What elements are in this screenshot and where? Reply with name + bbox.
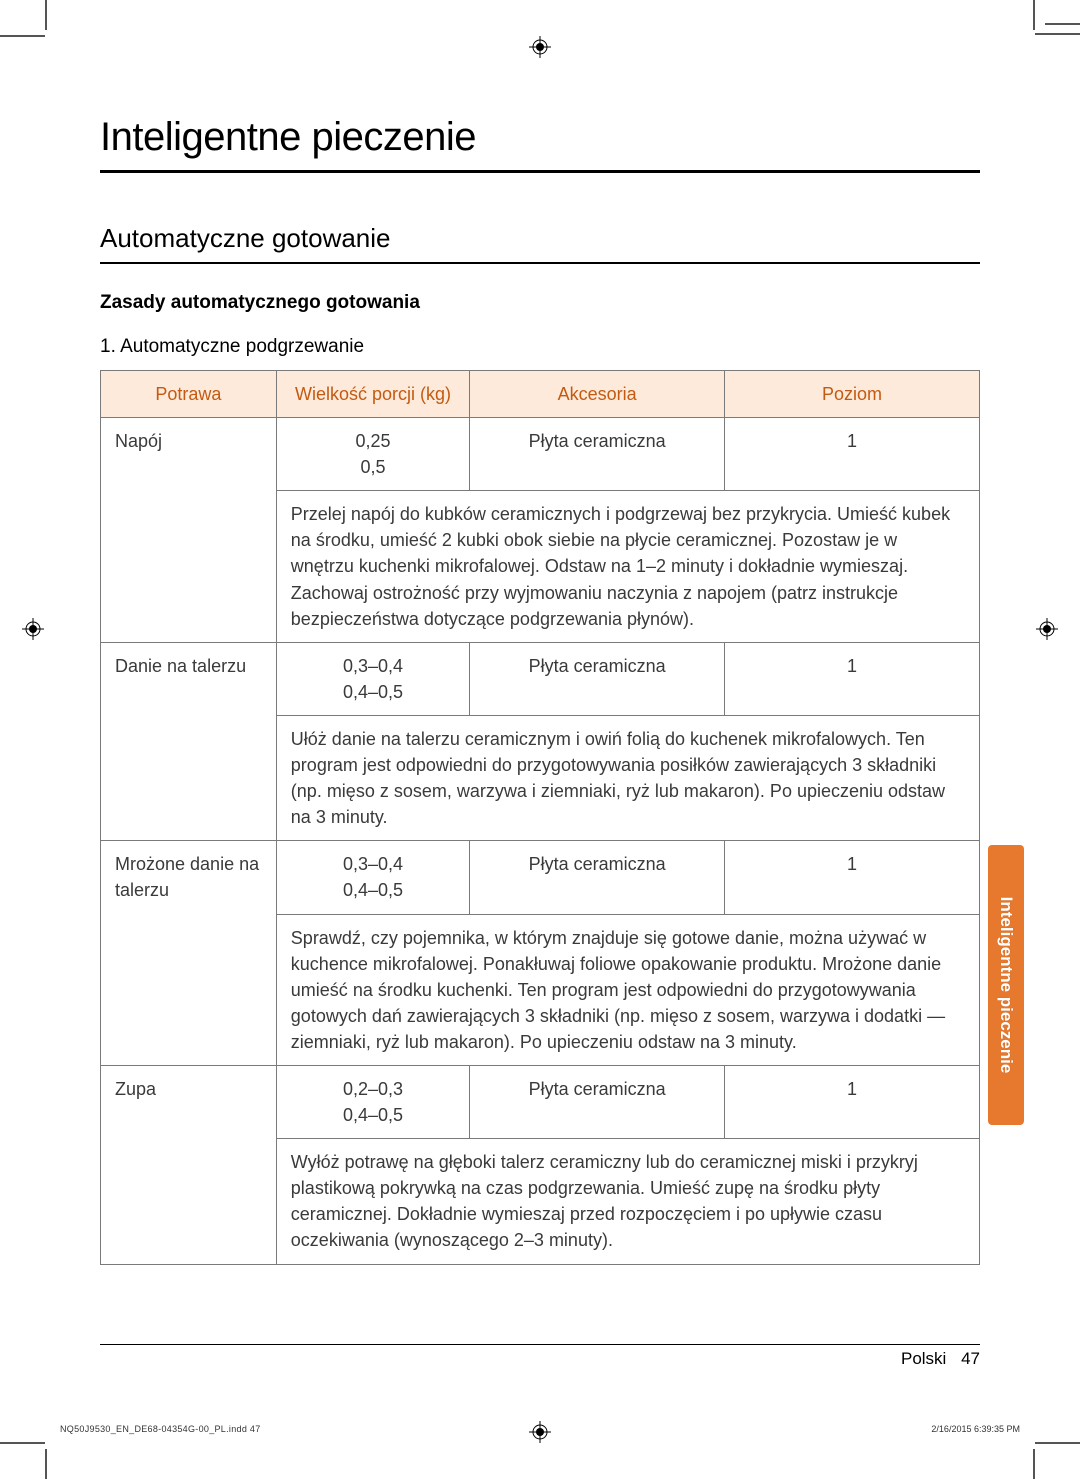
table-row: Zupa0,2–0,3 0,4–0,5Płyta ceramiczna1: [101, 1065, 980, 1138]
register-mark-icon: [529, 36, 551, 58]
crop-mark: [0, 35, 45, 37]
section-heading: Automatyczne gotowanie: [100, 223, 980, 264]
cell-portion: 0,3–0,4 0,4–0,5: [276, 841, 469, 914]
table-row: Mrożone danie na talerzu0,3–0,4 0,4–0,5P…: [101, 841, 980, 914]
table-header-row: Potrawa Wielkość porcji (kg) Akcesoria P…: [101, 371, 980, 418]
side-tab: Inteligentne pieczenie: [988, 845, 1024, 1125]
crop-mark: [1033, 0, 1035, 30]
cell-food: Zupa: [101, 1065, 277, 1264]
cell-portion: 0,2–0,3 0,4–0,5: [276, 1065, 469, 1138]
cell-description: Przelej napój do kubków ceramicznych i p…: [276, 491, 979, 642]
title-rule: [100, 170, 980, 173]
crop-mark: [0, 1442, 45, 1444]
cell-description: Ułóż danie na talerzu ceramicznym i owiń…: [276, 715, 979, 840]
crop-mark: [1035, 1442, 1080, 1444]
register-mark-icon: [22, 618, 44, 640]
col-header-level: Poziom: [725, 371, 980, 418]
sub-heading: Zasady automatycznego gotowania: [100, 292, 980, 314]
cell-accessory: Płyta ceramiczna: [470, 841, 725, 914]
list-heading: 1. Automatyczne podgrzewanie: [100, 336, 980, 358]
page-content: Inteligentne pieczenie Automatyczne goto…: [100, 115, 980, 1265]
cell-accessory: Płyta ceramiczna: [470, 418, 725, 491]
page-footer: Polski 47: [100, 1344, 980, 1369]
cell-level: 1: [725, 418, 980, 491]
cell-level: 1: [725, 642, 980, 715]
cell-accessory: Płyta ceramiczna: [470, 642, 725, 715]
footer-page-number: 47: [961, 1349, 980, 1368]
crop-mark: [1045, 23, 1080, 25]
crop-mark: [45, 1449, 47, 1479]
side-tab-label: Inteligentne pieczenie: [996, 897, 1016, 1074]
crop-mark: [1035, 33, 1080, 35]
register-mark-icon: [529, 1421, 551, 1443]
cell-level: 1: [725, 841, 980, 914]
page-title: Inteligentne pieczenie: [100, 115, 980, 160]
imprint-timestamp: 2/16/2015 6:39:35 PM: [931, 1424, 1020, 1434]
col-header-portion: Wielkość porcji (kg): [276, 371, 469, 418]
cell-description: Sprawdź, czy pojemnika, w którym znajduj…: [276, 914, 979, 1065]
cooking-table: Potrawa Wielkość porcji (kg) Akcesoria P…: [100, 370, 980, 1265]
crop-mark: [1033, 1449, 1035, 1479]
table-row: Napój0,25 0,5Płyta ceramiczna1: [101, 418, 980, 491]
cell-portion: 0,25 0,5: [276, 418, 469, 491]
cell-food: Mrożone danie na talerzu: [101, 841, 277, 1066]
footer-language: Polski: [901, 1349, 946, 1368]
cell-food: Danie na talerzu: [101, 642, 277, 841]
cell-food: Napój: [101, 418, 277, 643]
cell-level: 1: [725, 1065, 980, 1138]
register-mark-icon: [1036, 618, 1058, 640]
imprint-filename: NQ50J9530_EN_DE68-04354G-00_PL.indd 47: [60, 1424, 261, 1434]
cell-accessory: Płyta ceramiczna: [470, 1065, 725, 1138]
cell-portion: 0,3–0,4 0,4–0,5: [276, 642, 469, 715]
col-header-food: Potrawa: [101, 371, 277, 418]
table-row: Danie na talerzu0,3–0,4 0,4–0,5Płyta cer…: [101, 642, 980, 715]
cell-description: Wyłóż potrawę na głęboki talerz ceramicz…: [276, 1139, 979, 1264]
col-header-accessory: Akcesoria: [470, 371, 725, 418]
crop-mark: [45, 0, 47, 30]
